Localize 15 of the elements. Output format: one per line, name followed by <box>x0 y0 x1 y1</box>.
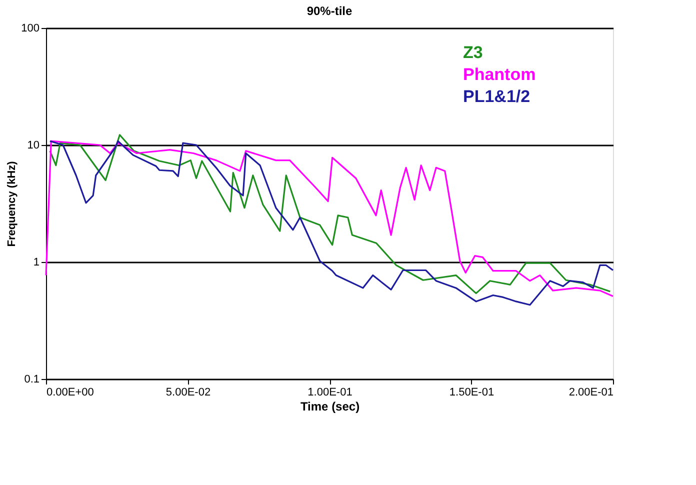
x-tick-label: 1.00E-01 <box>308 386 352 398</box>
x-axis-title: Time (sec) <box>300 400 360 414</box>
y-tick-label: 10 <box>27 140 40 152</box>
text: Phantom <box>463 65 536 84</box>
text: Z3 <box>463 43 483 62</box>
x-tick-label: 0.00E+00 <box>46 386 94 398</box>
y-tick-label: 1 <box>33 256 40 268</box>
x-tick-label: 5.00E-02 <box>166 386 211 398</box>
chart-title: 90%-tile <box>306 4 352 18</box>
y-axis-title: Frequency (kHz) <box>6 160 18 247</box>
x-tick-label: 2.00E-01 <box>568 386 614 398</box>
y-tick-label: 100 <box>21 22 40 34</box>
y-tick-label: 0.1 <box>24 374 40 386</box>
text: PL1&1/2 <box>463 87 530 106</box>
x-tick-label: 1.50E-01 <box>449 386 494 398</box>
